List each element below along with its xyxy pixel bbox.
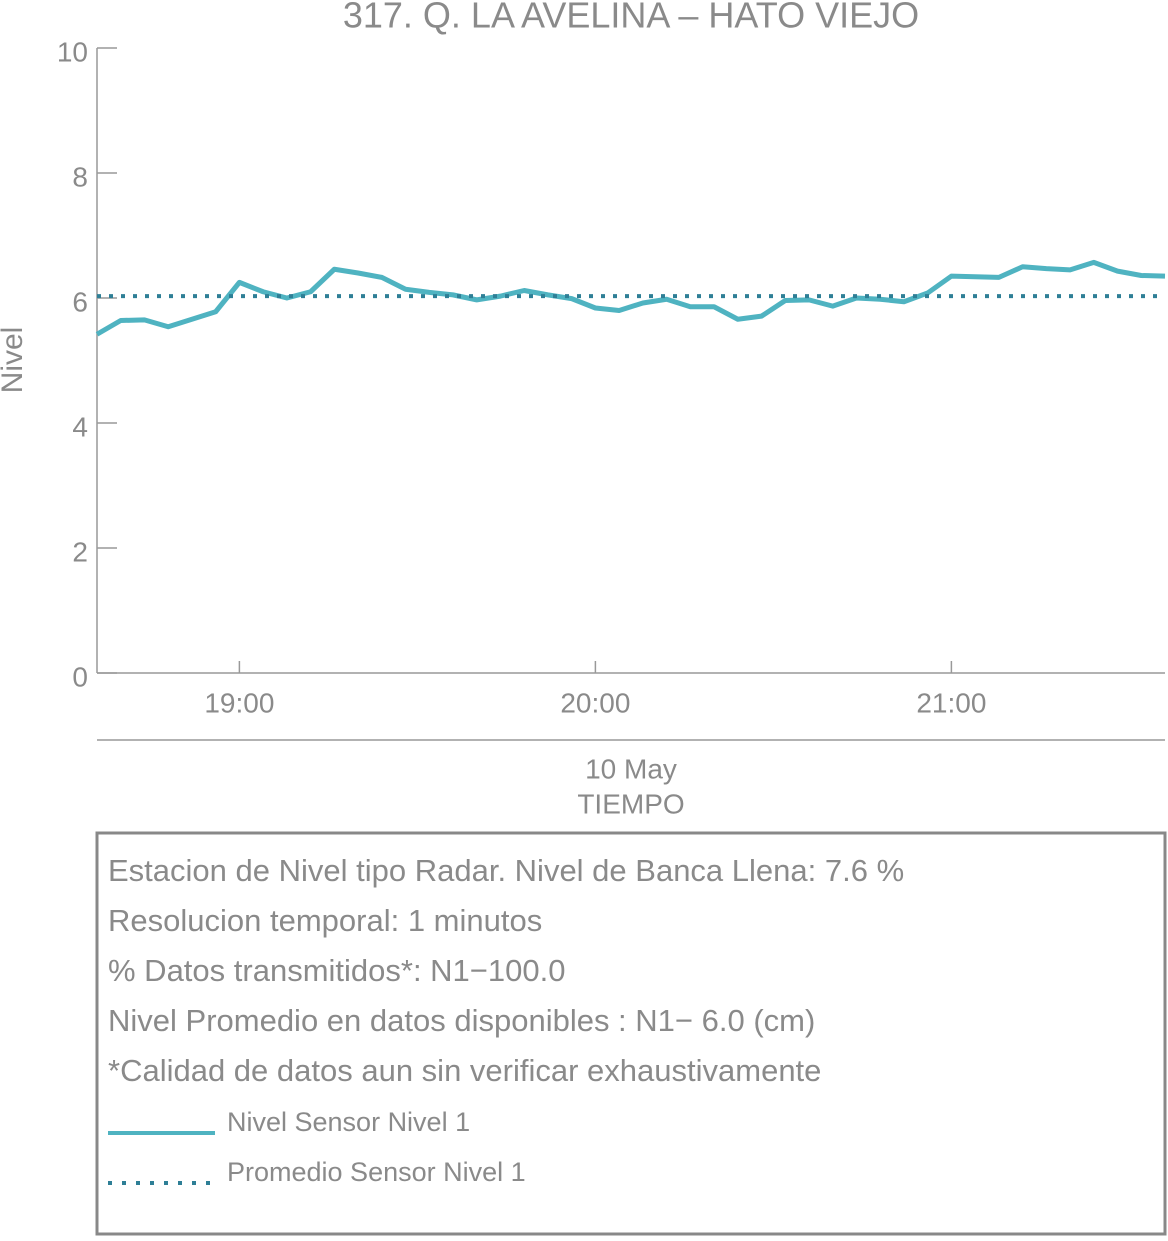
x-tick-label: 19:00 xyxy=(204,687,274,718)
y-tick-label: 8 xyxy=(72,161,88,192)
y-tick-label: 0 xyxy=(72,661,88,692)
x-axis-label: TIEMPO xyxy=(577,788,684,819)
series-line xyxy=(95,259,1166,337)
info-line: Estacion de Nivel tipo Radar. Nivel de B… xyxy=(108,853,904,888)
y-tick-label: 10 xyxy=(57,36,88,67)
x-tick-label: 21:00 xyxy=(916,687,986,718)
legend-label: Nivel Sensor Nivel 1 xyxy=(227,1107,470,1137)
info-line: Resolucion temporal: 1 minutos xyxy=(108,903,542,938)
y-axis-label: Nivel xyxy=(0,327,29,394)
info-box xyxy=(95,831,1167,1236)
chart-title: 317. Q. LA AVELINA – HATO VIEJO xyxy=(343,0,919,36)
date-label: 10 May xyxy=(585,753,677,784)
y-tick-label: 4 xyxy=(72,411,88,442)
x-tick-label: 20:00 xyxy=(560,687,630,718)
info-line: % Datos transmitidos*: N1−100.0 xyxy=(108,953,565,988)
legend-label: Promedio Sensor Nivel 1 xyxy=(227,1157,526,1187)
y-tick-label: 6 xyxy=(72,286,88,317)
info-line: *Calidad de datos aun sin verificar exha… xyxy=(108,1053,821,1088)
info-line: Nivel Promedio en datos disponibles : N1… xyxy=(108,1003,815,1038)
y-tick-label: 2 xyxy=(72,536,88,567)
